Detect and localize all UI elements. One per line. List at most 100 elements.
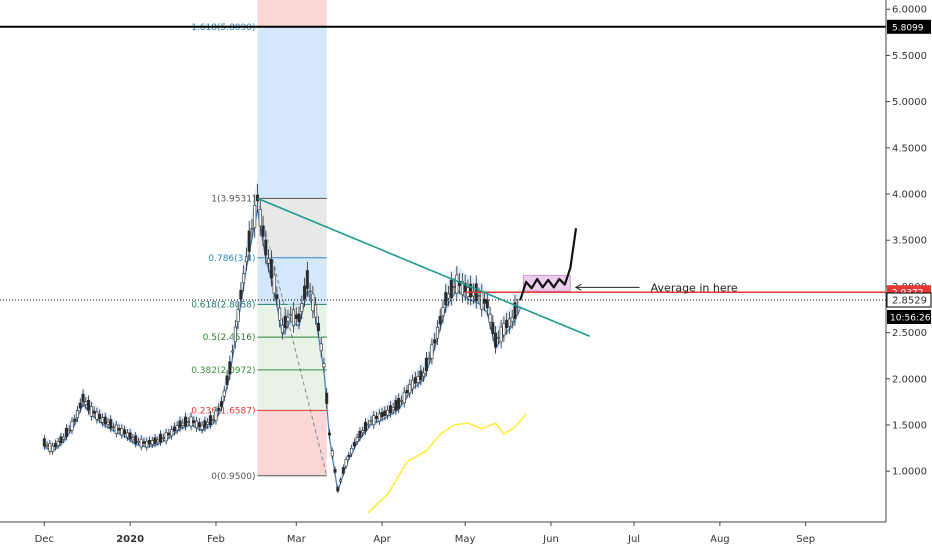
price-tick-label: 1.5000 bbox=[892, 420, 927, 431]
candle bbox=[438, 315, 442, 325]
current-price-tag: 2.8529 bbox=[892, 295, 927, 306]
overlays: Average in here bbox=[0, 25, 886, 338]
candle bbox=[200, 424, 204, 430]
descending-trendline bbox=[257, 197, 591, 338]
series-layer bbox=[42, 176, 527, 514]
moving-average-line bbox=[367, 413, 527, 514]
candle bbox=[167, 432, 171, 436]
candle bbox=[250, 228, 254, 230]
candle bbox=[433, 339, 437, 344]
price-tick-label: 5.0000 bbox=[892, 97, 927, 108]
candle bbox=[125, 432, 129, 438]
candle bbox=[178, 420, 182, 428]
candle bbox=[303, 285, 307, 300]
candle bbox=[444, 292, 448, 306]
candle bbox=[322, 363, 326, 368]
candle bbox=[291, 309, 295, 326]
candle bbox=[344, 459, 348, 467]
candle bbox=[499, 326, 503, 343]
target-price-tag: 5.8099 bbox=[892, 23, 924, 33]
price-tick-label: 2.5000 bbox=[892, 328, 927, 339]
candle bbox=[103, 416, 107, 425]
candle bbox=[352, 441, 356, 447]
candle bbox=[222, 390, 226, 397]
candle bbox=[53, 442, 57, 448]
candle bbox=[267, 258, 271, 264]
fib-level-label: 1(3.9531) bbox=[211, 194, 255, 204]
candle bbox=[358, 431, 362, 438]
candle bbox=[206, 422, 210, 425]
candle bbox=[419, 370, 423, 381]
candle bbox=[369, 420, 373, 422]
candle bbox=[214, 410, 218, 421]
time-tick-label: Mar bbox=[287, 534, 307, 545]
candle bbox=[391, 407, 395, 411]
candle bbox=[341, 467, 345, 474]
time-tag-bg bbox=[887, 309, 931, 324]
candle bbox=[435, 326, 439, 339]
candle bbox=[507, 318, 511, 327]
candle bbox=[120, 428, 124, 436]
annotation-text: Average in here bbox=[651, 281, 738, 294]
candle bbox=[170, 429, 174, 437]
candle bbox=[505, 319, 509, 329]
candle bbox=[272, 274, 276, 294]
arrow-head-icon bbox=[574, 283, 582, 291]
candle bbox=[208, 415, 212, 426]
candle bbox=[128, 432, 132, 440]
candle bbox=[98, 413, 102, 420]
candle bbox=[62, 436, 66, 440]
time-tick-label: Sep bbox=[796, 534, 815, 545]
price-tick-label: 1.0000 bbox=[892, 467, 927, 478]
candle bbox=[192, 420, 196, 424]
candle bbox=[355, 437, 359, 442]
candle bbox=[76, 410, 80, 419]
candle bbox=[430, 344, 434, 359]
candle bbox=[161, 437, 165, 439]
candle bbox=[380, 411, 384, 418]
candle bbox=[231, 350, 235, 353]
candle bbox=[405, 389, 409, 394]
candle bbox=[51, 445, 55, 452]
candle bbox=[327, 432, 331, 436]
candle bbox=[488, 313, 492, 323]
candle bbox=[347, 454, 351, 458]
candle bbox=[184, 416, 188, 427]
time-tick-label: Dec bbox=[35, 534, 54, 545]
candle bbox=[217, 407, 221, 411]
candle bbox=[142, 441, 146, 444]
candle bbox=[402, 391, 406, 404]
fib-zone-bottom bbox=[257, 410, 327, 476]
candle bbox=[134, 435, 138, 444]
candle bbox=[366, 423, 370, 426]
candle bbox=[283, 315, 287, 328]
candle bbox=[172, 426, 176, 432]
candle bbox=[253, 204, 257, 228]
fibonacci-zones bbox=[257, 0, 327, 476]
time-tick-label: Jul bbox=[627, 534, 640, 545]
fib-zone-cap bbox=[257, 0, 327, 27]
candle bbox=[286, 316, 290, 322]
candle bbox=[117, 427, 121, 431]
candle bbox=[305, 270, 309, 289]
price-tick-label: 3.5000 bbox=[892, 236, 927, 247]
candle bbox=[123, 429, 127, 435]
fib-level-label: 1.618(5.8090) bbox=[191, 23, 255, 33]
candle bbox=[399, 400, 403, 402]
candle bbox=[48, 443, 52, 452]
candle bbox=[145, 441, 149, 448]
price-tick-label: 6.0000 bbox=[892, 5, 927, 16]
candle bbox=[186, 421, 190, 423]
candle bbox=[150, 440, 154, 445]
time-tick-label: May bbox=[455, 534, 476, 545]
candle bbox=[195, 420, 199, 429]
fib-level-label: 0.236(1.6587) bbox=[191, 406, 255, 416]
candle bbox=[452, 286, 456, 288]
candle bbox=[225, 375, 229, 385]
candle bbox=[87, 399, 91, 411]
price-tick-label: 4.0000 bbox=[892, 190, 927, 201]
candle bbox=[84, 401, 88, 405]
current-time-label: 10:56:26 bbox=[890, 313, 931, 323]
target-price-tag-bg bbox=[887, 19, 931, 34]
